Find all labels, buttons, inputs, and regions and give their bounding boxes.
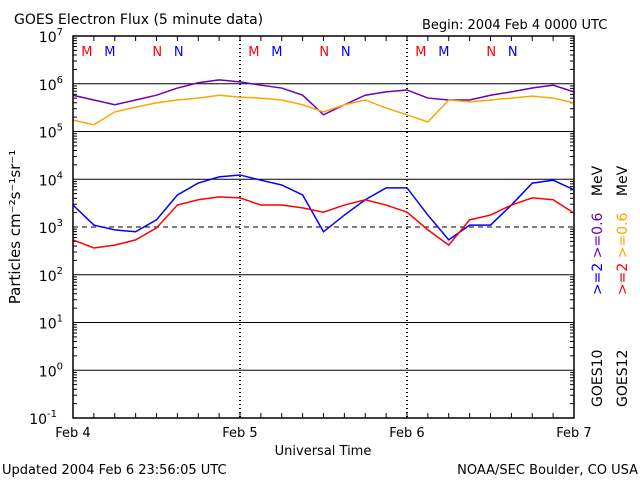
local-time-marker: N	[174, 45, 184, 60]
y-tick-label: 106	[39, 75, 63, 94]
y-tick-label: 10-1	[29, 409, 57, 428]
x-tick-label: Feb 5	[222, 426, 257, 441]
local-time-marker: N	[508, 45, 518, 60]
series-line-goes12-0-6-mev	[72, 94, 575, 126]
y-axis-label: Particles cm⁻²s⁻¹sr⁻¹	[6, 150, 24, 304]
series-line-goes10-0-6-mev	[72, 79, 575, 116]
local-time-marker: M	[415, 45, 426, 60]
local-time-marker: M	[248, 45, 259, 60]
legend-goes12: GOES12 >=2 >=0.6 MeV	[615, 165, 631, 407]
y-tick-label: 104	[39, 170, 63, 189]
local-time-marker: M	[438, 45, 449, 60]
series-line-goes12-2-mev	[72, 196, 575, 249]
plot-frame	[72, 35, 575, 419]
x-tick-label: Feb 7	[556, 426, 591, 441]
footer-credit: NOAA/SEC Boulder, CO USA	[457, 463, 638, 478]
footer-updated: Updated 2004 Feb 6 23:56:05 UTC	[2, 463, 227, 478]
y-tick-label: 105	[39, 123, 63, 142]
local-time-marker: N	[486, 45, 496, 60]
local-time-marker: M	[104, 45, 115, 60]
local-time-marker: N	[152, 45, 162, 60]
x-tick-label: Feb 6	[389, 426, 424, 441]
y-tick-label: 101	[39, 314, 63, 333]
x-tick-label: Feb 4	[55, 426, 90, 441]
y-tick-label: 102	[39, 266, 63, 285]
chart-title: GOES Electron Flux (5 minute data)	[14, 12, 263, 28]
y-tick-label: 107	[39, 27, 63, 46]
y-tick-label: 100	[39, 361, 63, 380]
series-line-goes10-2-mev	[72, 174, 575, 241]
local-time-marker: N	[319, 45, 329, 60]
local-time-marker: M	[271, 45, 282, 60]
x-axis-label: Universal Time	[275, 444, 372, 459]
local-time-marker: N	[341, 45, 351, 60]
begin-time: Begin: 2004 Feb 4 0000 UTC	[422, 18, 607, 33]
y-tick-label: 103	[39, 218, 63, 237]
legend-goes10: GOES10 >=2 >=0.6 MeV	[590, 165, 606, 407]
local-time-marker: M	[81, 45, 92, 60]
